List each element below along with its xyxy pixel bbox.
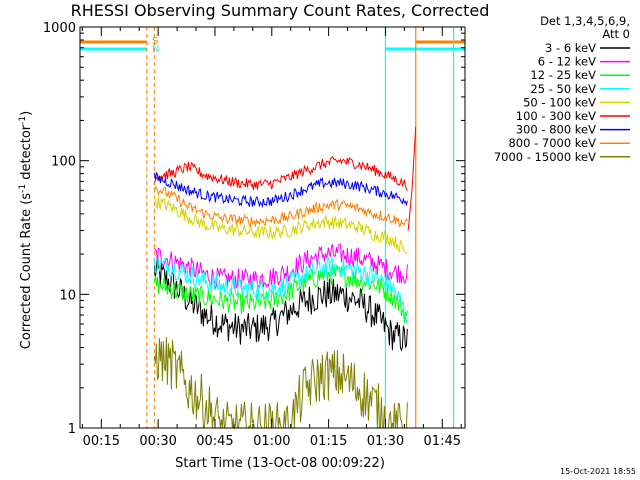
y-axis-label-sup2: -1: [18, 116, 28, 125]
series-line-3: [153, 256, 408, 324]
y-tick-label-2: 100: [51, 155, 76, 170]
legend-label-6: 300 - 800 keV: [516, 123, 596, 137]
series-line-8: [153, 336, 408, 430]
x-tick-label-0: 00:15: [83, 434, 120, 449]
legend-header-2: Att 0: [602, 27, 630, 41]
legend-header-1: Det 1,3,4,5,6,9,: [540, 14, 630, 28]
legend-label-8: 7000 - 15000 keV: [494, 150, 596, 164]
y-axis-label-main: Corrected Count Rate (s: [19, 193, 34, 350]
x-tick-label-1: 00:30: [139, 434, 176, 449]
y-axis-label-end: ): [19, 111, 34, 116]
flag-n-label: N: [152, 44, 159, 55]
timestamp: 15-Oct-2021 18:55: [560, 467, 636, 476]
x-axis-label: Start Time (13-Oct-08 00:09:22): [175, 456, 385, 471]
legend-label-1: 6 - 12 keV: [538, 55, 596, 69]
series-line-2: [153, 264, 408, 323]
legend-label-5: 100 - 300 keV: [516, 109, 596, 123]
series-line-5: [153, 155, 408, 191]
y-axis-label: Corrected Count Rate (s-1 detector-1): [18, 111, 34, 349]
legend-label-2: 12 - 25 keV: [530, 68, 596, 82]
x-tick-label-4: 01:15: [310, 434, 347, 449]
series-line-6: [153, 171, 408, 209]
y-axis-label-sup: -1: [18, 184, 28, 193]
y-tick-label-0: 1: [68, 422, 76, 437]
x-tick-label-3: 01:00: [253, 434, 290, 449]
x-tick-label-2: 00:45: [196, 434, 233, 449]
series-line-7: [153, 186, 408, 228]
series-line-4: [153, 195, 408, 254]
plot-area: SN: [80, 27, 465, 430]
x-tick-label-5: 01:30: [367, 434, 404, 449]
legend-label-0: 3 - 6 keV: [545, 41, 596, 55]
flag-s-label: S: [152, 36, 158, 47]
y-axis-label-mid: detector: [19, 124, 34, 184]
y-axis: 1 10 100 1000: [43, 21, 465, 437]
x-axis: 00:15 00:30 00:45 01:00 01:15 01:30 01:45: [81, 27, 462, 449]
x-tick-label-6: 01:45: [424, 434, 461, 449]
legend-label-7: 800 - 7000 keV: [508, 136, 596, 150]
y-tick-label-1: 10: [59, 288, 76, 303]
legend-label-4: 50 - 100 keV: [523, 95, 596, 109]
plot-frame: [79, 26, 466, 429]
series-line-0: [153, 256, 408, 352]
spike-line: [407, 126, 417, 231]
chart-title: RHESSI Observing Summary Count Rates, Co…: [71, 1, 490, 20]
series-line-1: [153, 243, 408, 291]
legend-label-3: 25 - 50 keV: [530, 82, 596, 96]
y-tick-label-3: 1000: [43, 21, 76, 36]
